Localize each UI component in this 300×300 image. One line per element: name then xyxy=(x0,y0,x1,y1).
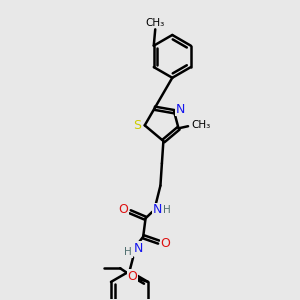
Text: O: O xyxy=(118,203,128,216)
Text: N: N xyxy=(134,242,143,254)
Text: H: H xyxy=(164,205,171,215)
Text: CH₃: CH₃ xyxy=(191,120,211,130)
Text: H: H xyxy=(124,247,132,257)
Text: CH₃: CH₃ xyxy=(146,18,165,28)
Text: N: N xyxy=(176,103,185,116)
Text: O: O xyxy=(160,237,170,250)
Text: S: S xyxy=(133,119,141,132)
Text: O: O xyxy=(128,270,137,283)
Text: N: N xyxy=(153,203,162,217)
